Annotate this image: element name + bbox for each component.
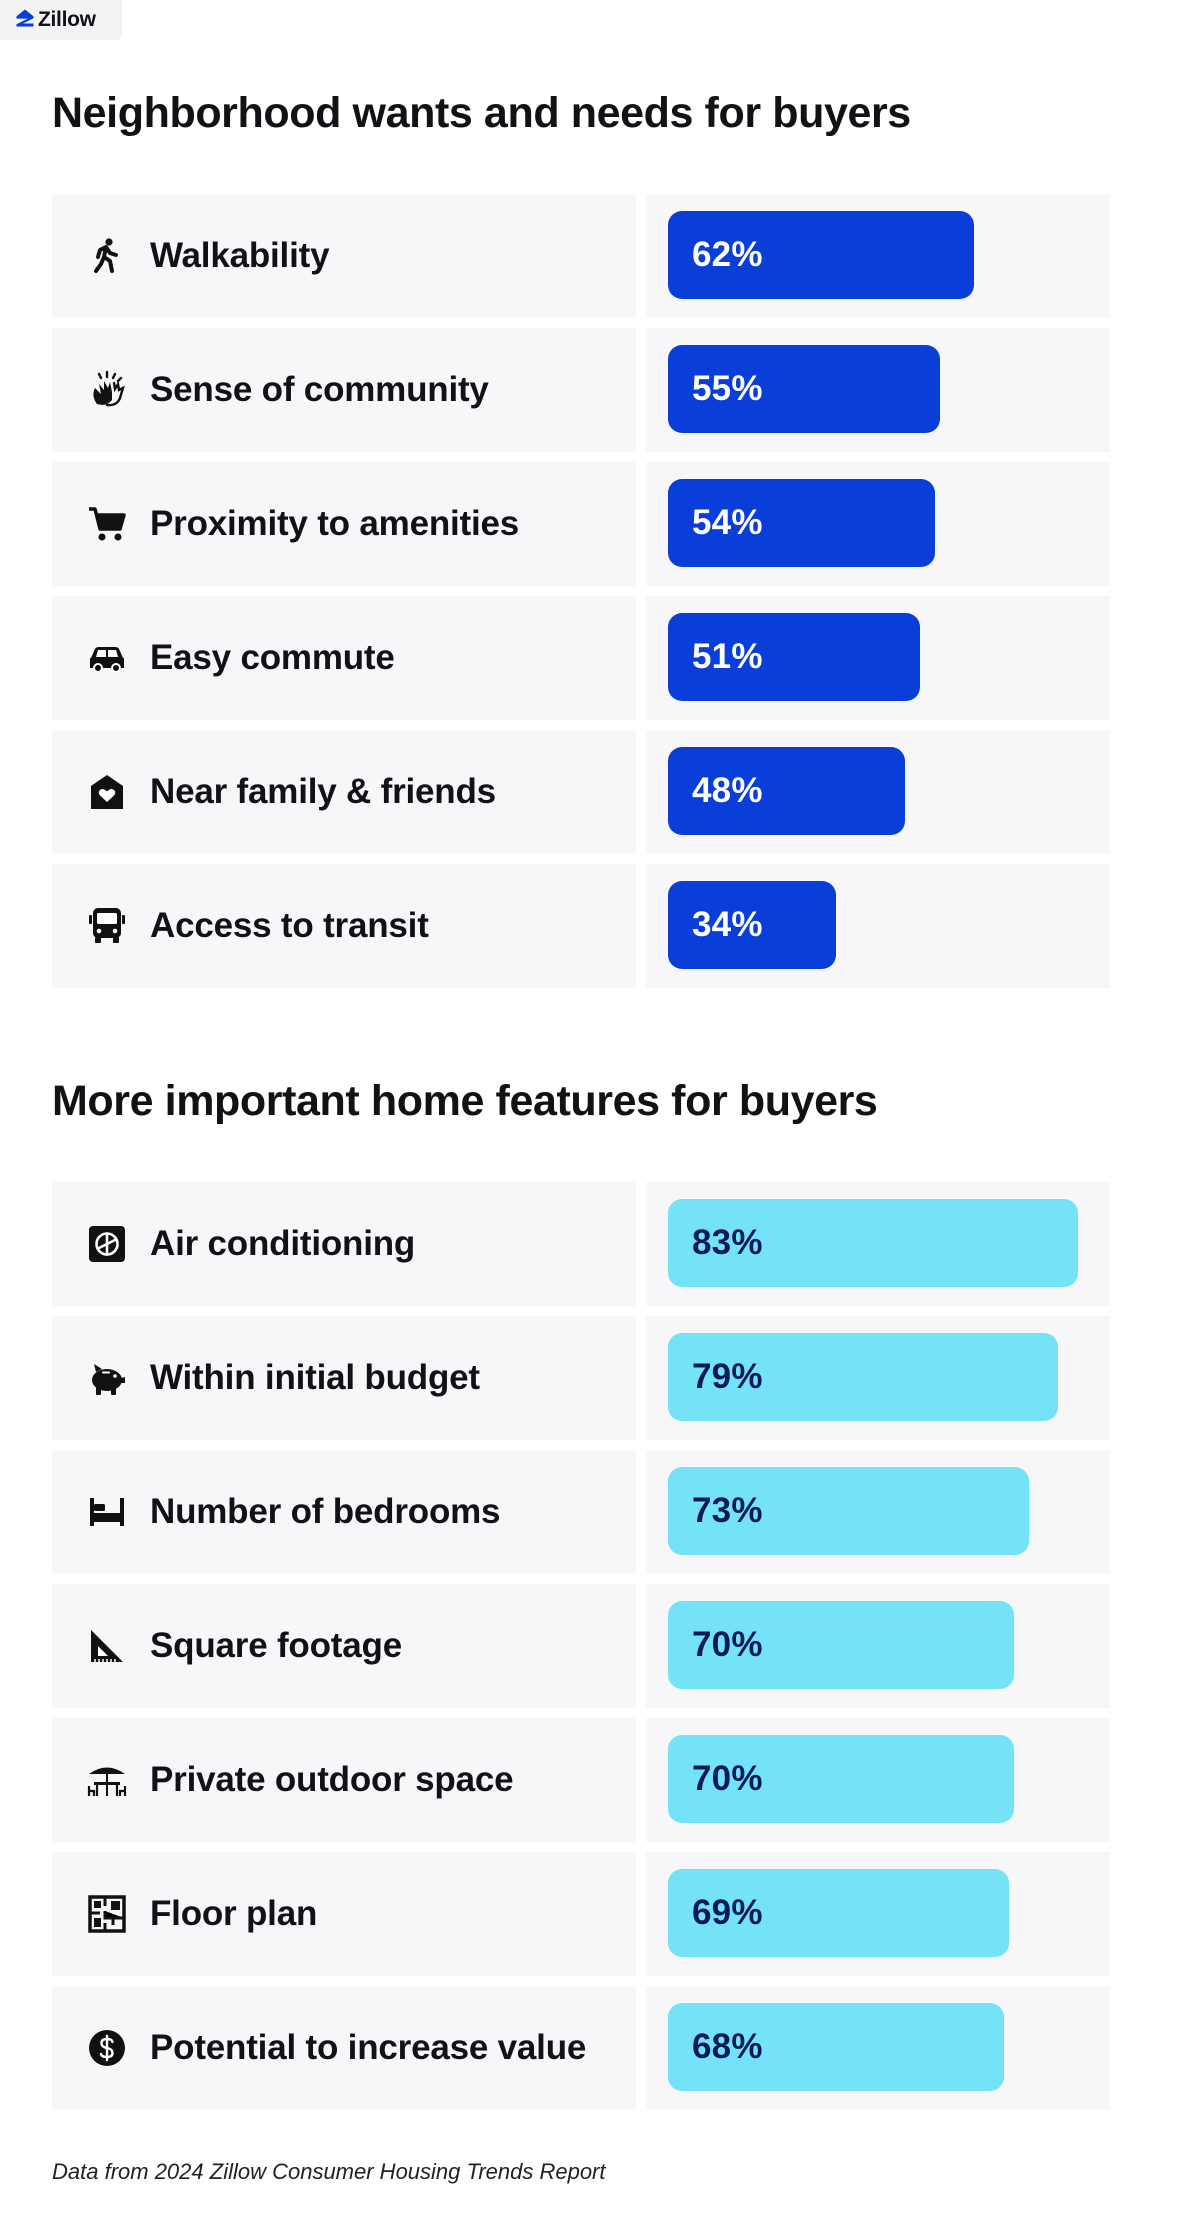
bar-value-label: 83% xyxy=(692,1223,763,1262)
house-heart-icon xyxy=(86,771,128,813)
set-square-ruler-icon xyxy=(86,1625,128,1667)
category-label-cell: Within initial budget xyxy=(52,1316,636,1440)
category-label: Near family & friends xyxy=(150,772,496,811)
category-label-cell: Private outdoor space xyxy=(52,1718,636,1842)
zillow-logo-icon xyxy=(15,8,38,33)
bar-row-private-outdoor-space: Private outdoor space 70% xyxy=(52,1718,1110,1842)
bar-track: 68% xyxy=(646,1986,1110,2110)
car-icon xyxy=(86,637,128,679)
bar-potential-to-increase-value: 68% xyxy=(668,2003,1004,2091)
category-label-cell: Sense of community xyxy=(52,328,636,452)
bar-value-label: 79% xyxy=(692,1357,763,1396)
bar-sense-of-community: 55% xyxy=(668,345,940,433)
patio-umbrella-table-icon xyxy=(86,1759,128,1801)
bar-row-access-to-transit: Access to transit 34% xyxy=(52,864,1110,988)
chart-title: Neighborhood wants and needs for buyers xyxy=(52,89,911,137)
bar-value-label: 51% xyxy=(692,637,763,676)
bar-number-of-bedrooms: 73% xyxy=(668,1467,1029,1555)
bar-air-conditioning: 83% xyxy=(668,1199,1079,1287)
piggy-bank-icon xyxy=(86,1357,128,1399)
category-label-cell: Proximity to amenities xyxy=(52,462,636,586)
bar-value-label: 55% xyxy=(692,369,763,408)
chart-title: More important home features for buyers xyxy=(52,1077,878,1125)
category-label-cell: Easy commute xyxy=(52,596,636,720)
bar-track: 55% xyxy=(646,328,1110,452)
bar-proximity-to-amenities: 54% xyxy=(668,479,935,567)
bar-track: 54% xyxy=(646,462,1110,586)
bar-track: 83% xyxy=(646,1182,1110,1306)
bar-row-square-footage: Square footage 70% xyxy=(52,1584,1110,1708)
bar-floor-plan: 69% xyxy=(668,1869,1009,1957)
bar-track: 69% xyxy=(646,1852,1110,1976)
category-label: Easy commute xyxy=(150,638,395,677)
category-label: Access to transit xyxy=(150,906,429,945)
bar-walkability: 62% xyxy=(668,211,975,299)
bar-access-to-transit: 34% xyxy=(668,881,836,969)
category-label: Floor plan xyxy=(150,1894,318,1933)
bar-near-family-and-friends: 48% xyxy=(668,747,906,835)
brand-name: Zillow xyxy=(38,8,96,31)
category-label: Air conditioning xyxy=(150,1224,416,1263)
category-label: Potential to increase value xyxy=(150,2028,587,2067)
floor-plan-icon xyxy=(86,1893,128,1935)
category-label-cell: Air conditioning xyxy=(52,1182,636,1306)
category-label-cell: Potential to increase value xyxy=(52,1986,636,2110)
bar-row-number-of-bedrooms: Number of bedrooms 73% xyxy=(52,1450,1110,1574)
bar-value-label: 62% xyxy=(692,235,763,274)
bar-square-footage: 70% xyxy=(668,1601,1014,1689)
bar-track: 70% xyxy=(646,1718,1110,1842)
category-label: Number of bedrooms xyxy=(150,1492,501,1531)
bar-row-floor-plan: Floor plan 69% xyxy=(52,1852,1110,1976)
category-label: Within initial budget xyxy=(150,1358,480,1397)
bar-value-label: 70% xyxy=(692,1625,763,1664)
bar-track: 51% xyxy=(646,596,1110,720)
category-label: Walkability xyxy=(150,236,330,275)
category-label-cell: Floor plan xyxy=(52,1852,636,1976)
bar-row-near-family-and-friends: Near family & friends 48% xyxy=(52,730,1110,854)
category-label-cell: Number of bedrooms xyxy=(52,1450,636,1574)
bar-within-initial-budget: 79% xyxy=(668,1333,1059,1421)
category-label-cell: Walkability xyxy=(52,194,636,318)
bar-row-within-initial-budget: Within initial budget 79% xyxy=(52,1316,1110,1440)
bar-row-air-conditioning: Air conditioning 83% xyxy=(52,1182,1110,1306)
bar-row-easy-commute: Easy commute 51% xyxy=(52,596,1110,720)
bar-track: 73% xyxy=(646,1450,1110,1574)
bar-row-proximity-to-amenities: Proximity to amenities 54% xyxy=(52,462,1110,586)
bar-easy-commute: 51% xyxy=(668,613,920,701)
bar-track: 48% xyxy=(646,730,1110,854)
bar-value-label: 54% xyxy=(692,503,763,542)
bar-track: 70% xyxy=(646,1584,1110,1708)
bar-row-walkability: Walkability 62% xyxy=(52,194,1110,318)
category-label: Square footage xyxy=(150,1626,402,1665)
bar-value-label: 68% xyxy=(692,2027,763,2066)
category-label-cell: Access to transit xyxy=(52,864,636,988)
category-label-cell: Near family & friends xyxy=(52,730,636,854)
bar-row-sense-of-community: Sense of community 55% xyxy=(52,328,1110,452)
neighborhood-bar-chart: Walkability 62% Sense of community 55% Proxi… xyxy=(52,194,1110,998)
bar-track: 62% xyxy=(646,194,1110,318)
brand: Zillow xyxy=(0,0,122,40)
category-label: Proximity to amenities xyxy=(150,504,520,543)
home-features-bar-chart: Air conditioning 83% Within initial budget… xyxy=(52,1182,1110,2120)
clapping-hands-icon xyxy=(86,369,128,411)
category-label: Private outdoor space xyxy=(150,1760,514,1799)
bar-row-potential-to-increase-value: Potential to increase value 68% xyxy=(52,1986,1110,2110)
bar-private-outdoor-space: 70% xyxy=(668,1735,1014,1823)
bar-track: 79% xyxy=(646,1316,1110,1440)
dollar-coin-icon xyxy=(86,2027,128,2069)
category-label: Sense of community xyxy=(150,370,489,409)
air-conditioner-icon xyxy=(86,1223,128,1265)
bar-value-label: 48% xyxy=(692,771,763,810)
bed-icon xyxy=(86,1491,128,1533)
bar-value-label: 34% xyxy=(692,905,763,944)
bar-value-label: 69% xyxy=(692,1893,763,1932)
shopping-cart-icon xyxy=(86,503,128,545)
bus-icon xyxy=(86,905,128,947)
source-footnote: Data from 2024 Zillow Consumer Housing T… xyxy=(52,2159,606,2184)
category-label-cell: Square footage xyxy=(52,1584,636,1708)
bar-value-label: 73% xyxy=(692,1491,763,1530)
walking-person-icon xyxy=(86,235,128,277)
bar-track: 34% xyxy=(646,864,1110,988)
bar-value-label: 70% xyxy=(692,1759,763,1798)
